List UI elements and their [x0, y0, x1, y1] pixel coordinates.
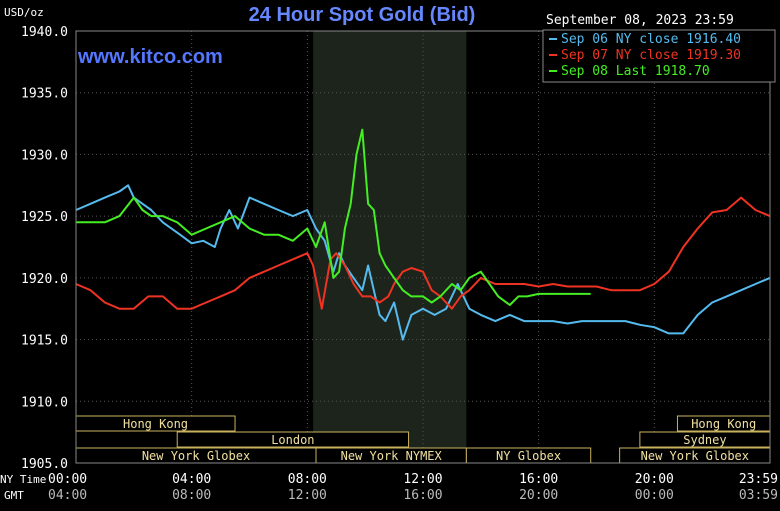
- session-label: London: [271, 433, 314, 447]
- y-tick-label: 1910.0: [21, 395, 68, 410]
- x-row-label-ny: NY Time: [0, 473, 46, 486]
- x-tick-label-ny: 23:59: [739, 472, 778, 487]
- y-tick-label: 1920.0: [21, 272, 68, 287]
- x-tick-label-gmt: 12:00: [288, 488, 327, 503]
- legend-box: [542, 29, 776, 83]
- series-line-3: [76, 128, 591, 306]
- sessions-layer: Hong Kong London New York Globex New York N…: [75, 415, 771, 464]
- session-label: NY Globex: [496, 449, 561, 463]
- plot-frame: [75, 30, 771, 464]
- axis-layer: 1940.0 1935.0 1930.0 1925.0 1920.0 1915.0 1910…: [21, 25, 778, 503]
- unit-label: USD/oz: [4, 6, 44, 19]
- x-tick-label-gmt: 04:00: [48, 488, 87, 503]
- x-tick-label-gmt: 20:00: [519, 488, 558, 503]
- series-layer: [75, 128, 771, 341]
- session-label: Hong Kong: [123, 417, 188, 431]
- y-tick-label: 1930.0: [21, 148, 68, 163]
- shaded-session: [313, 31, 467, 463]
- y-tick-label: 1915.0: [21, 334, 68, 349]
- watermark: www.kitco.com: [77, 46, 223, 68]
- timestamp: September 08, 2023 23:59: [546, 13, 734, 28]
- y-tick-label: 1905.0: [21, 457, 68, 472]
- session-label: New York Globex: [641, 449, 749, 463]
- series-line-2: [75, 196, 771, 310]
- y-tick-label: 1940.0: [21, 25, 68, 40]
- x-tick-label-ny: 12:00: [403, 472, 442, 487]
- x-tick-label-ny: 04:00: [172, 472, 211, 487]
- legend-entry: Sep 06 NY close 1916.40: [561, 32, 741, 47]
- x-tick-label-gmt: 00:00: [635, 488, 674, 503]
- session-label: Sydney: [683, 433, 726, 447]
- x-tick-label-ny: 08:00: [288, 472, 327, 487]
- session-label: New York Globex: [142, 449, 250, 463]
- x-tick-label-gmt: 16:00: [403, 488, 442, 503]
- x-tick-label-ny: 16:00: [519, 472, 558, 487]
- x-tick-label-ny: 20:00: [635, 472, 674, 487]
- x-tick-label-gmt: 08:00: [172, 488, 211, 503]
- session-label: Hong Kong: [691, 417, 756, 431]
- session-label: New York NYMEX: [341, 449, 443, 463]
- y-tick-label: 1925.0: [21, 210, 68, 225]
- session-box: [176, 431, 410, 448]
- legend-entry: Sep 08 Last 1918.70: [561, 64, 710, 79]
- series-line-1: [75, 184, 771, 341]
- x-row-label-gmt: GMT: [4, 489, 24, 502]
- x-tick-label-gmt: 03:59: [739, 488, 778, 503]
- x-tick-label-ny: 00:00: [48, 472, 87, 487]
- legend-entry: Sep 07 NY close 1919.30: [561, 48, 741, 63]
- y-tick-label: 1935.0: [21, 87, 68, 102]
- chart-title: 24 Hour Spot Gold (Bid): [249, 4, 476, 26]
